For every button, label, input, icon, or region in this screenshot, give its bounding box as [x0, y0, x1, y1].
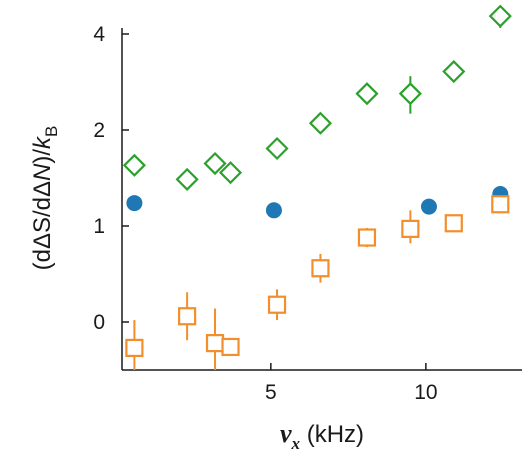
plot-area	[122, 4, 512, 370]
data-point-square	[311, 259, 330, 278]
data-point-circle	[420, 198, 437, 215]
series-diamond-open	[122, 4, 512, 191]
data-point-diamond	[265, 136, 289, 161]
data-point-diamond	[122, 153, 146, 177]
data-point-diamond	[175, 167, 199, 191]
data-point-diamond	[308, 111, 333, 135]
data-point-diamond	[398, 82, 422, 106]
x-tick-label: 10	[414, 381, 437, 404]
y-axis-middle: )/	[29, 149, 56, 164]
data-point-square	[491, 195, 510, 214]
series-circle-filled	[126, 185, 509, 219]
x-axis-subscript: x	[291, 434, 301, 453]
y-tick-label: 0	[93, 311, 105, 334]
data-point-diamond	[488, 4, 512, 28]
x-axis-title: νx (kHz)	[280, 419, 364, 453]
data-point-square	[444, 214, 463, 233]
x-tick-label: 5	[265, 381, 277, 404]
y-axis-ticks: 01248	[93, 23, 129, 334]
x-axis-symbol: ν	[280, 419, 292, 448]
data-point-circle	[126, 195, 143, 212]
data-point-diamond	[442, 59, 466, 84]
data-point-diamond	[218, 161, 243, 185]
series-square-open	[125, 195, 510, 370]
y-axis-k: k	[29, 135, 56, 149]
data-point-square	[125, 338, 144, 358]
data-point-square	[401, 219, 420, 238]
data-point-diamond	[355, 82, 379, 106]
data-point-square	[178, 307, 197, 326]
y-axis-title: (dΔS/dΔN)/kB	[29, 126, 61, 271]
x-axis-unit: (kHz)	[300, 421, 364, 448]
data-point-square	[357, 228, 377, 247]
data-point-square	[221, 337, 240, 357]
data-point-circle	[265, 202, 282, 219]
data-point-diamond	[203, 151, 227, 176]
y-axis-prefix: (dΔS/dΔ	[29, 181, 56, 270]
y-axis-italic: N	[29, 163, 56, 181]
data-point-square	[205, 334, 225, 353]
y-axis-subscript: B	[42, 126, 61, 137]
y-tick-label: 2	[93, 119, 105, 142]
data-point-square	[267, 295, 287, 314]
y-tick-label: 1	[93, 215, 105, 238]
axes-frame	[121, 28, 522, 371]
y-tick-label: 4	[93, 23, 105, 46]
x-axis-ticks: 5 10	[265, 363, 438, 404]
